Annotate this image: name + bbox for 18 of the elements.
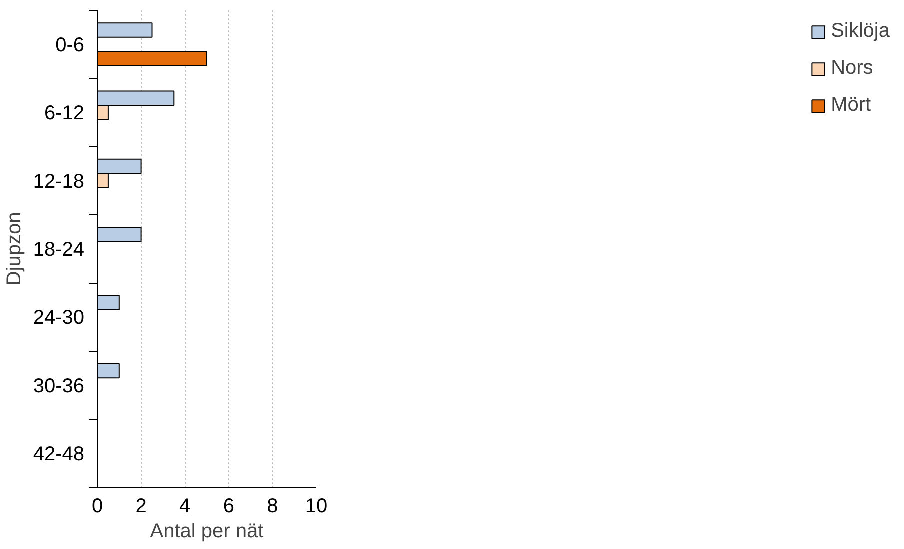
y-tick-label: 42-48 [33, 443, 85, 466]
x-tick-label: 0 [92, 496, 104, 518]
x-tick-label: 6 [223, 496, 234, 518]
legend-label: Mört [831, 94, 872, 117]
legend-label: Nors [831, 57, 874, 80]
x-tick-label: 8 [267, 496, 278, 518]
x-tick-label: 2 [136, 496, 147, 518]
y-tick-label: 0-6 [56, 34, 84, 57]
x-tick-label: 10 [305, 496, 328, 518]
x-axis-title: Antal per nät [150, 520, 264, 542]
y-tick-label: 12-18 [33, 170, 85, 193]
y-tick-label: 6-12 [44, 102, 84, 125]
x-tick-label: 4 [180, 496, 191, 518]
y-tick-label: 24-30 [33, 307, 85, 330]
y-axis-title: Djupzon [3, 212, 26, 286]
legend-label: Siklöja [831, 20, 890, 43]
y-tick-label: 30-36 [33, 375, 85, 398]
y-tick-label: 18-24 [33, 239, 85, 261]
